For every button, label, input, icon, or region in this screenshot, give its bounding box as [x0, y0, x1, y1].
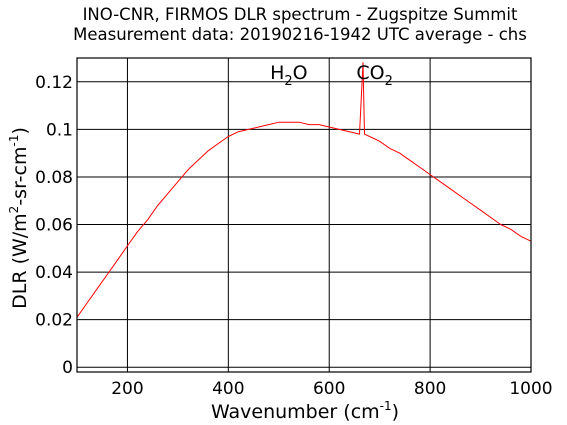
y-tick-label: 0.06	[35, 216, 73, 236]
y-axis-label: DLR (W/m2-sr-cm-1)	[7, 127, 31, 309]
x-tick-label: 800	[414, 379, 446, 399]
y-tick-label: 0.02	[35, 311, 73, 331]
y-tick-label: 0.1	[46, 120, 73, 140]
x-tick-label: 1000	[509, 379, 552, 399]
y-tick-label: 0	[62, 358, 73, 378]
y-tick-label: 0.04	[35, 263, 73, 283]
y-tick-label: 0.08	[35, 168, 73, 188]
plot-frame	[76, 57, 532, 373]
band-label: H2O	[270, 62, 308, 89]
x-axis-label: Wavenumber (cm-1)	[211, 399, 399, 423]
band-annotations: H2O CO2	[270, 62, 393, 89]
x-tick-label: 400	[212, 379, 244, 399]
x-tick-label: 600	[313, 379, 345, 399]
series-line	[76, 62, 532, 318]
band-label: CO2	[356, 62, 393, 89]
chart-subtitle: Measurement data: 20190216-1942 UTC aver…	[73, 25, 527, 44]
y-tick-label: 0.12	[35, 73, 73, 93]
chart-title: INO-CNR, FIRMOS DLR spectrum - Zugspitze…	[83, 5, 518, 24]
tick-labels: 200 400 600 800 1000 0 0.02 0.04 0.06 0.08 0.1 0.12	[35, 73, 552, 399]
x-tick-label: 200	[111, 379, 143, 399]
grid-lines	[77, 58, 532, 372]
